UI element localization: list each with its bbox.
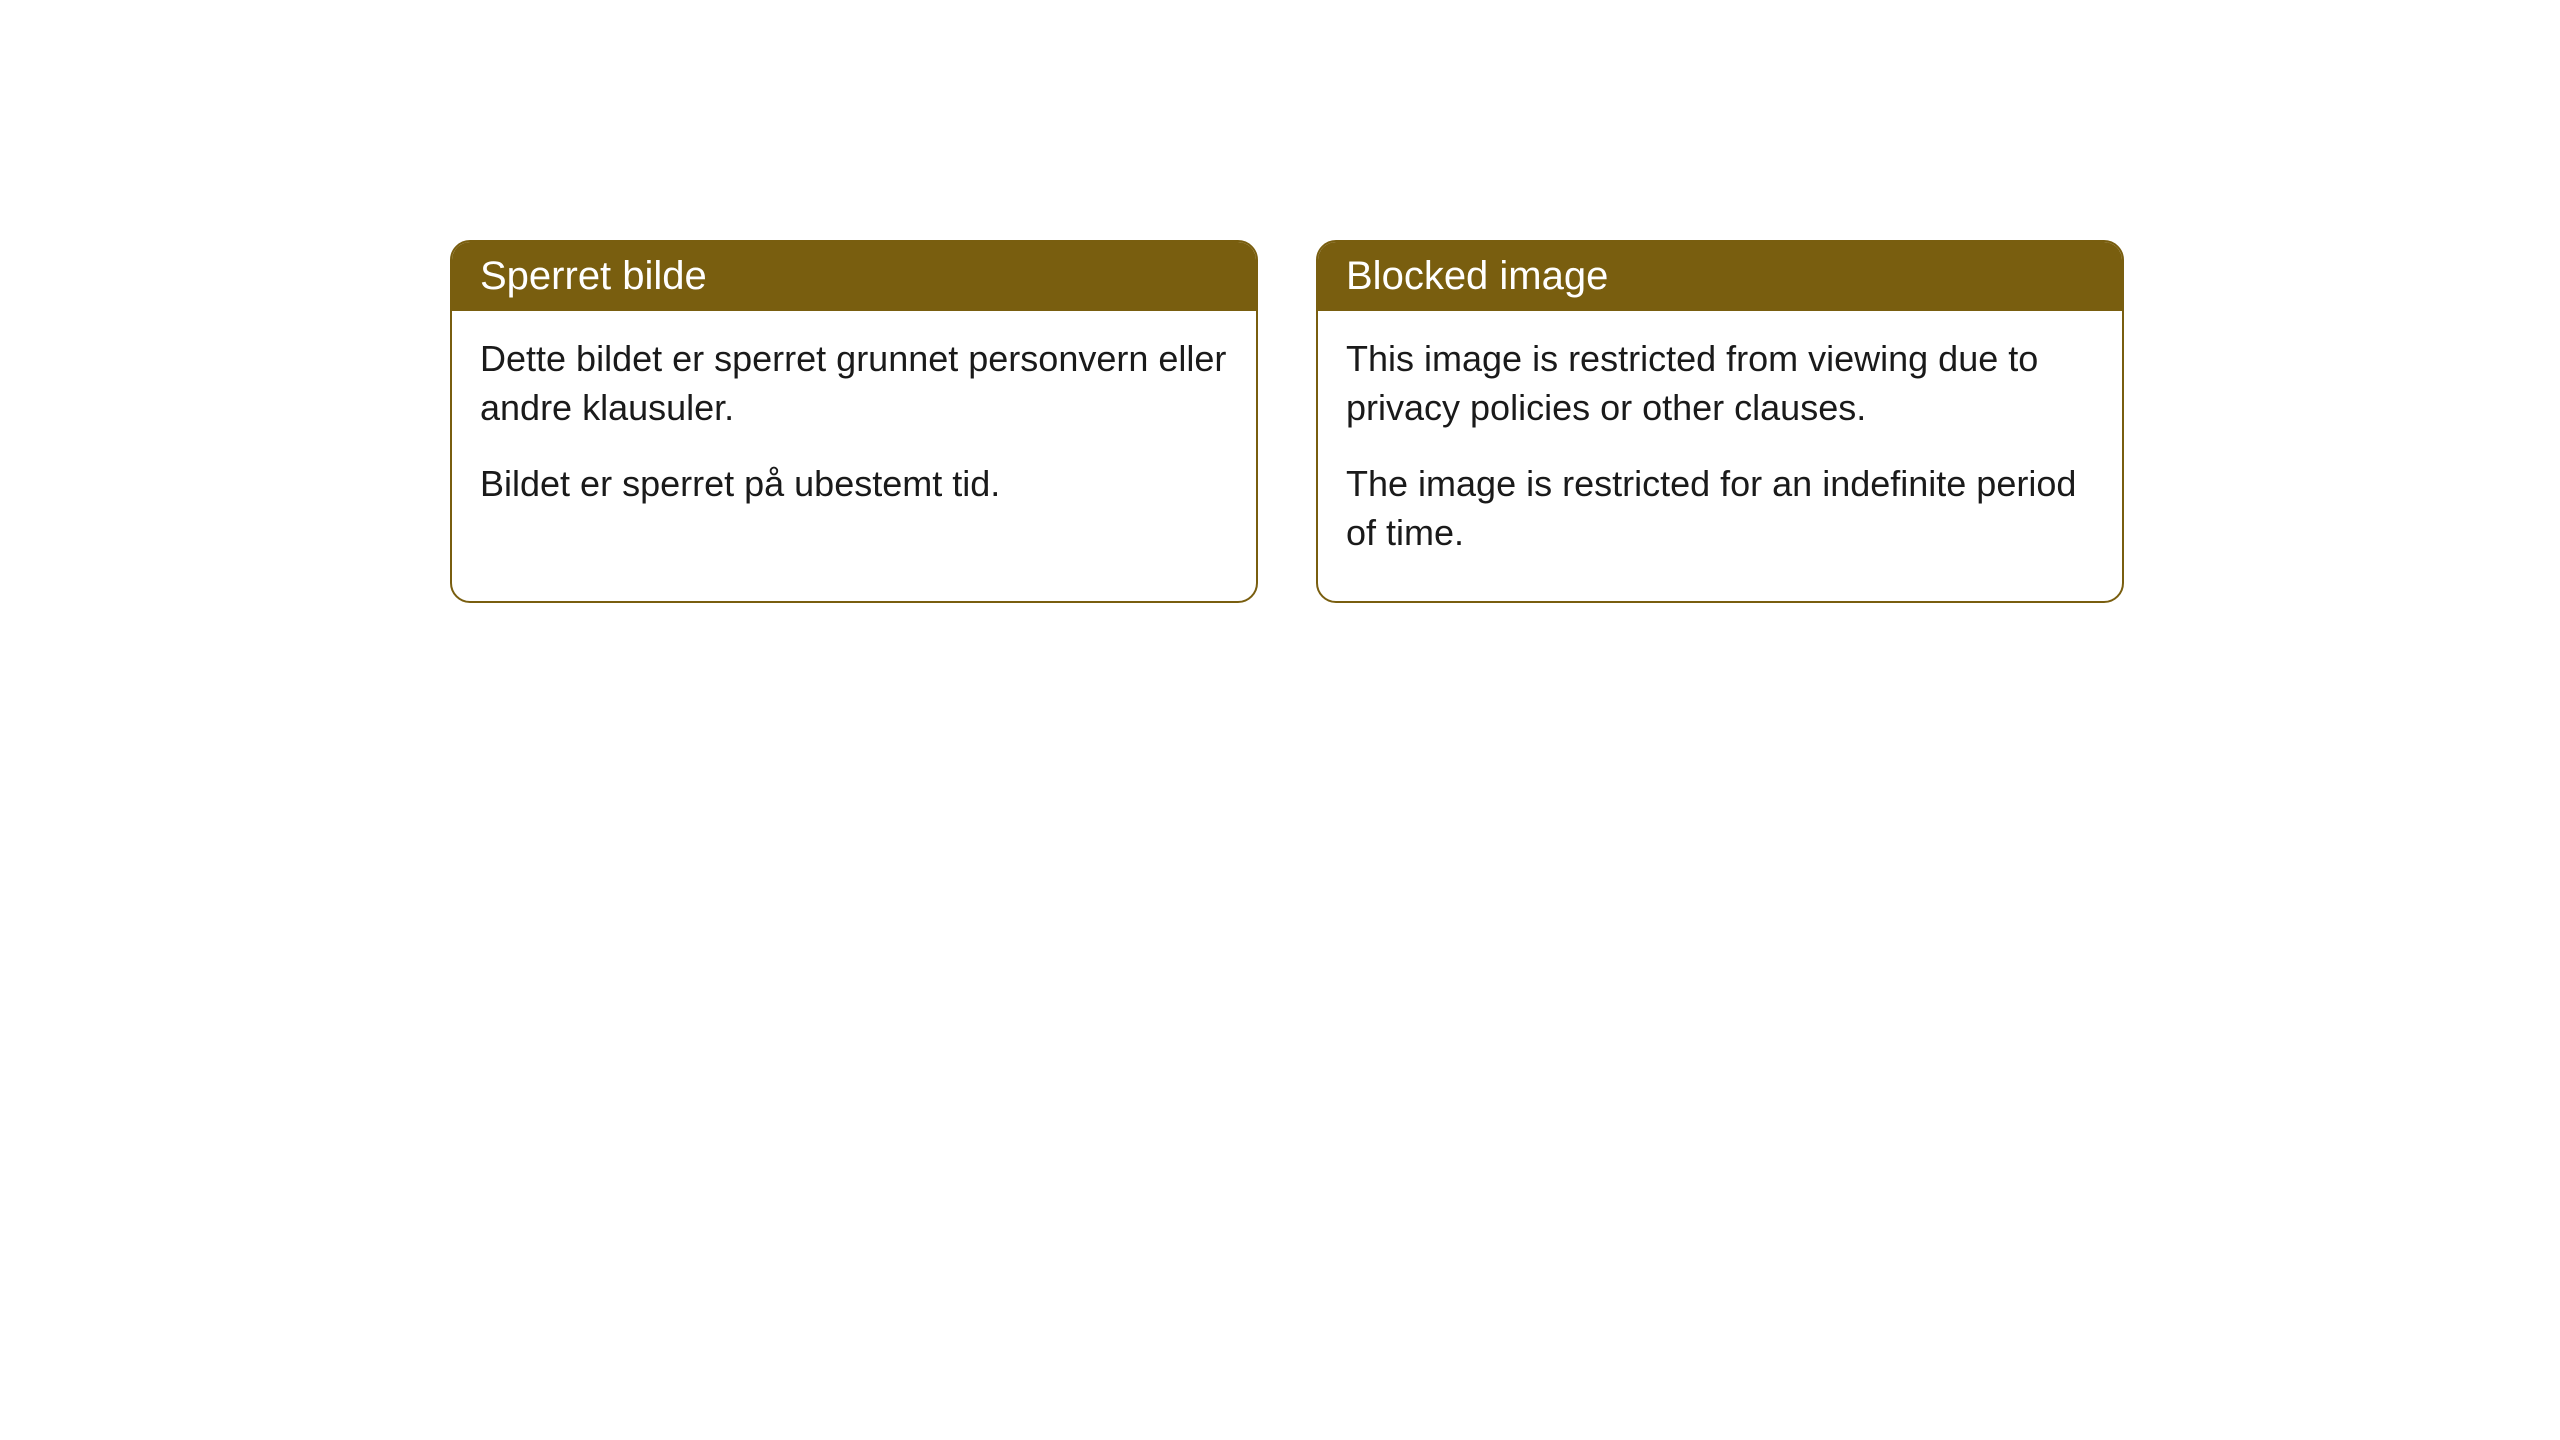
card-paragraph: Dette bildet er sperret grunnet personve… — [480, 335, 1228, 432]
card-paragraph: The image is restricted for an indefinit… — [1346, 460, 2094, 557]
blocked-image-card-english: Blocked image This image is restricted f… — [1316, 240, 2124, 603]
card-title: Blocked image — [1346, 254, 1608, 298]
card-body: This image is restricted from viewing du… — [1318, 311, 2122, 601]
blocked-image-card-norwegian: Sperret bilde Dette bildet er sperret gr… — [450, 240, 1258, 603]
card-body: Dette bildet er sperret grunnet personve… — [452, 311, 1256, 553]
card-paragraph: This image is restricted from viewing du… — [1346, 335, 2094, 432]
blocked-image-cards-container: Sperret bilde Dette bildet er sperret gr… — [450, 240, 2124, 603]
card-paragraph: Bildet er sperret på ubestemt tid. — [480, 460, 1228, 509]
card-header: Sperret bilde — [452, 242, 1256, 311]
card-header: Blocked image — [1318, 242, 2122, 311]
card-title: Sperret bilde — [480, 254, 707, 298]
